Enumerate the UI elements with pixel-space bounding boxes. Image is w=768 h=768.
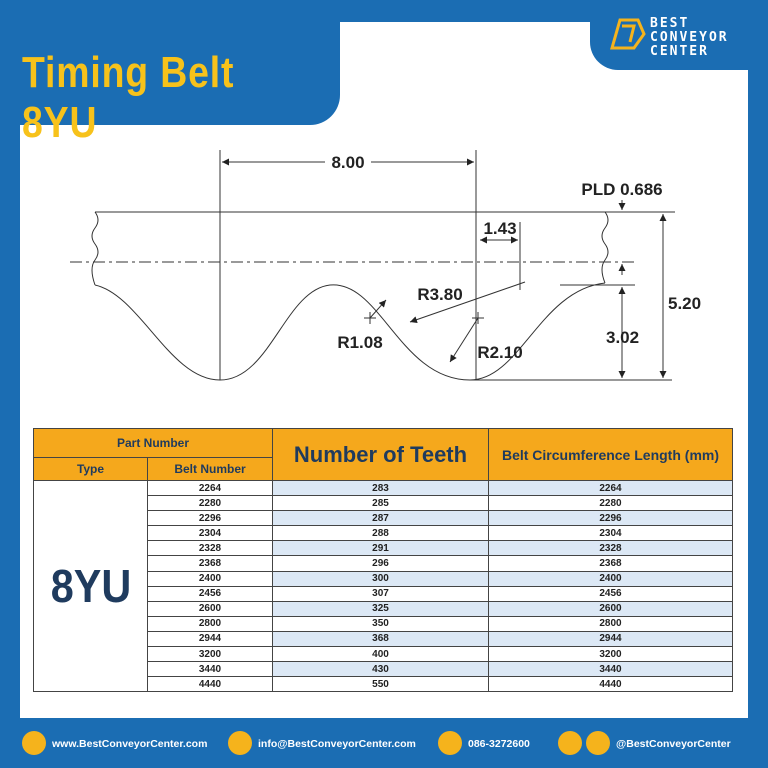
table-cell: 2944	[488, 630, 733, 648]
table-cell: 3440	[147, 661, 273, 678]
table-cell: 2600	[147, 600, 273, 617]
logo-icon	[610, 18, 646, 50]
email: info@BestConveyorCenter.com	[258, 738, 416, 750]
website: www.BestConveyorCenter.com	[52, 738, 208, 750]
table-cell: 3440	[488, 661, 733, 678]
table-cell: 2944	[147, 630, 273, 648]
dim-label: R1.08	[337, 333, 382, 352]
dim-label: R3.80	[417, 285, 462, 304]
table-cell: 4440	[488, 676, 733, 693]
line-icon	[586, 731, 610, 755]
belt-table: Part Number Number of Teeth Belt Circumf…	[33, 428, 733, 693]
table-row: 2296 287 2296	[34, 510, 733, 527]
table-cell: 2304	[488, 525, 733, 542]
footer: www.BestConveyorCenter.com info@BestConv…	[0, 726, 768, 762]
table-cell: 2800	[488, 615, 733, 632]
table-cell: 368	[272, 630, 489, 648]
table-row: 2400 300 2400	[34, 570, 733, 587]
table-row: 3200 400 3200	[34, 646, 733, 663]
header-cell: Belt Circumference Length (mm)	[488, 428, 733, 481]
table-cell: 3200	[488, 646, 733, 663]
table-cell: 288	[272, 525, 489, 542]
mail-icon	[228, 731, 252, 755]
table-cell: 2456	[488, 585, 733, 602]
table-cell: 2456	[147, 585, 273, 602]
table-cell: 2600	[488, 600, 733, 617]
table-cell: 400	[272, 646, 489, 663]
table-row: 4440 550 4440	[34, 676, 733, 693]
table-row: 2944 368 2944	[34, 630, 733, 648]
phone-icon	[438, 731, 462, 755]
dim-label: PLD 0.686	[581, 180, 662, 199]
table-cell: 325	[272, 600, 489, 617]
table-cell: 2296	[488, 510, 733, 527]
table-cell: 430	[272, 661, 489, 678]
table-cell: 291	[272, 540, 489, 557]
table-cell: 2400	[147, 570, 273, 587]
title: Timing Belt 8YU	[22, 48, 235, 147]
header-cell: Part Number	[33, 428, 273, 458]
table-row: 2368 296 2368	[34, 555, 733, 572]
table-cell: 287	[272, 510, 489, 527]
table-cell: 2368	[488, 555, 733, 572]
table-row: 8YU 2264 283 2264	[34, 479, 733, 693]
belt-diagram: 8.00 PLD 0.686 1.43 R3.80 R1.08 R2.10 5.…	[70, 150, 701, 381]
table-cell: 2328	[147, 540, 273, 557]
web-icon	[22, 731, 46, 755]
table-cell: 2368	[147, 555, 273, 572]
table-cell: 2800	[147, 615, 273, 632]
social: @BestConveyorCenter	[616, 738, 731, 750]
table-body: 8YU 2264 283 2264 2280 285 2280 2296 287 2296 2304…	[34, 479, 733, 693]
logo-box	[590, 0, 768, 70]
table-cell: 285	[272, 495, 489, 512]
table-row: 2328 291 2328	[34, 540, 733, 557]
table-cell: 2264	[488, 479, 733, 497]
header-cell: Belt Number	[147, 457, 273, 481]
table-cell: 2280	[488, 495, 733, 512]
dim-label: R2.10	[477, 343, 522, 362]
dim-label: 3.02	[606, 328, 639, 347]
table-cell: 2328	[488, 540, 733, 557]
header-cell: Type	[33, 457, 148, 481]
table-cell: 2296	[147, 510, 273, 527]
table-cell: 2400	[488, 570, 733, 587]
table-cell: 307	[272, 585, 489, 602]
facebook-icon	[558, 731, 582, 755]
table-cell: 296	[272, 555, 489, 572]
dim-label: 8.00	[331, 153, 364, 172]
table-cell: 3200	[147, 646, 273, 663]
table-cell: 2264	[147, 479, 273, 497]
type-cell: 8YU	[38, 479, 143, 693]
logo-text: BEST	[650, 16, 690, 31]
logo-text: CONVEYOR	[650, 30, 729, 45]
table-cell: 550	[272, 676, 489, 693]
table-cell: 350	[272, 615, 489, 632]
title-box: Timing Belt 8YU	[0, 0, 340, 147]
table-cell: 2304	[147, 525, 273, 542]
table-cell: 300	[272, 570, 489, 587]
table-cell: 2280	[147, 495, 273, 512]
dim-label: 1.43	[483, 219, 516, 238]
table-cell: 283	[272, 479, 489, 497]
phone: 086-3272600	[468, 738, 530, 750]
header-cell: Number of Teeth	[272, 428, 489, 481]
table-cell: 4440	[147, 676, 273, 693]
dim-label: 5.20	[668, 294, 701, 313]
logo-text: CENTER	[650, 44, 709, 59]
